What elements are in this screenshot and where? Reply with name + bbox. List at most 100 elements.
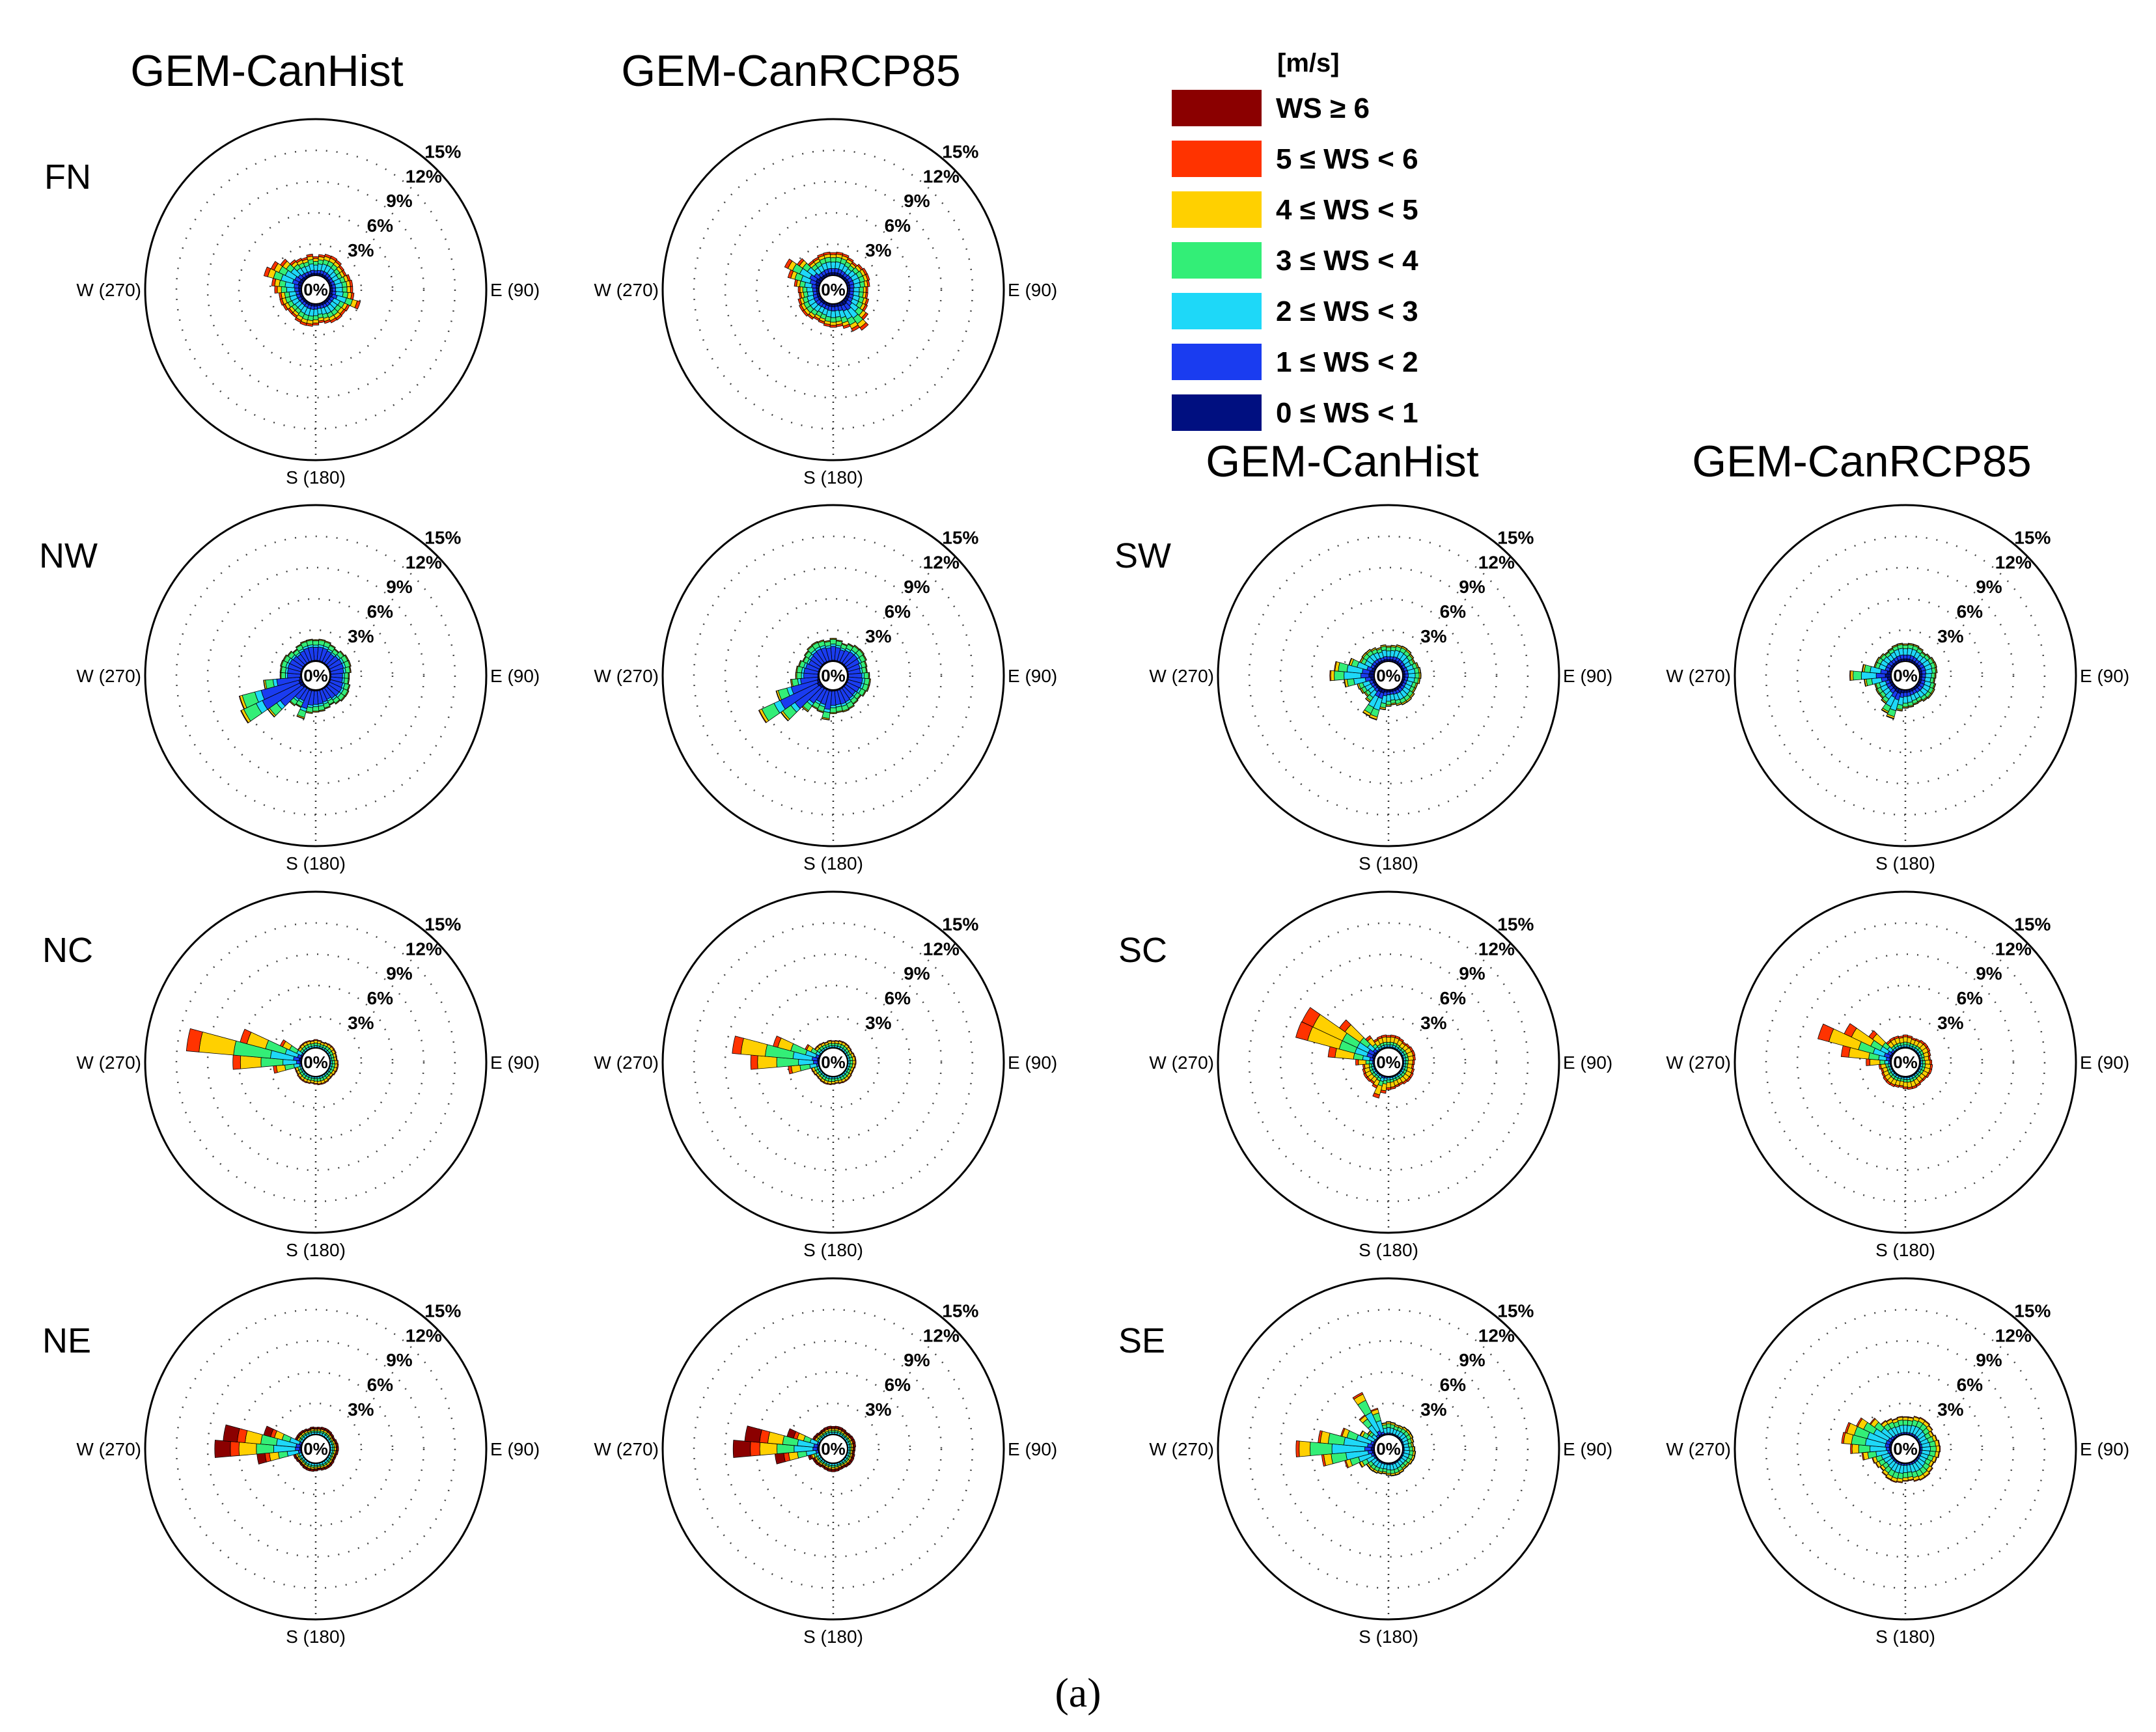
windrose-bar-segment bbox=[1407, 1060, 1413, 1065]
windrose-center bbox=[301, 275, 331, 305]
windrose-bar-segment bbox=[338, 264, 344, 271]
windrose-bar-segment bbox=[784, 258, 793, 269]
windrose-grid-ring bbox=[755, 598, 911, 754]
windrose-grid-ring bbox=[1310, 598, 1467, 754]
windrose-bar-segment bbox=[859, 286, 864, 293]
legend-swatch-ws-0-1 bbox=[1172, 394, 1262, 431]
windrose-west-label: W (270) bbox=[76, 666, 141, 686]
windrose-bar-segment bbox=[863, 653, 868, 661]
windrose-bar-segment bbox=[1387, 656, 1390, 660]
windrose-bar-segment bbox=[823, 640, 831, 642]
windrose-bar-segment bbox=[823, 1082, 828, 1085]
windrose-bar-segment bbox=[1913, 644, 1920, 647]
windrose-bar-segment bbox=[1385, 647, 1392, 652]
windrose-bar-segment bbox=[1902, 1472, 1909, 1478]
windrose-center bbox=[1890, 661, 1920, 691]
windrose-south-label: S (180) bbox=[286, 1240, 346, 1260]
windrose-south-label: S (180) bbox=[803, 1240, 863, 1260]
windrose-bar-segment bbox=[773, 1036, 782, 1048]
windrose-ring-label: 9% bbox=[1459, 577, 1486, 597]
windrose-bar-segment bbox=[1406, 1076, 1412, 1082]
windrose-bar-segment bbox=[1385, 1035, 1392, 1038]
windrose-bar-segment bbox=[312, 258, 319, 262]
windrose-bar-segment bbox=[313, 1469, 318, 1472]
windrose-bar-segment bbox=[312, 319, 319, 323]
windrose-bar-segment bbox=[1875, 656, 1880, 663]
windrose-bar-segment bbox=[1409, 653, 1415, 659]
windrose-east-label: E (90) bbox=[490, 666, 540, 686]
windrose-bar-segment bbox=[1372, 1092, 1380, 1099]
windrose-bar-segment bbox=[827, 1039, 832, 1042]
windrose-nc-gem-canhist: 0% 3% 6% 9% 12% 15% W (270) E (90) S (180) bbox=[76, 890, 540, 1260]
windrose-south-label: S (180) bbox=[803, 1627, 863, 1647]
windrose-bar-segment bbox=[1387, 1077, 1390, 1080]
windrose-bar-segment bbox=[817, 639, 824, 643]
windrose-bar-segment bbox=[312, 704, 319, 708]
windrose-ring-label: 12% bbox=[1995, 552, 2032, 572]
column-headers: GEM-CanHist GEM-CanRCP85 GEM-CanHist GEM… bbox=[130, 46, 2031, 486]
windrose-ring-label: 9% bbox=[904, 577, 930, 597]
windrose-bar-segment bbox=[335, 259, 342, 266]
windrose-bar-segment bbox=[795, 672, 797, 680]
windrose-bar-segment bbox=[830, 644, 836, 647]
windrose-bar-segment bbox=[330, 1447, 333, 1451]
windrose-grid-ring bbox=[724, 953, 943, 1172]
windrose-bar-segment bbox=[850, 1060, 853, 1065]
windrose-bar-segment bbox=[829, 713, 837, 715]
windrose-bar-segment bbox=[312, 315, 319, 320]
windrose-bar-segment bbox=[280, 258, 288, 267]
windrose-grid-ring bbox=[1827, 598, 1983, 754]
windrose-bar-segment bbox=[1928, 693, 1933, 699]
windrose-ring-label: 15% bbox=[424, 142, 461, 162]
windrose-bar-segment bbox=[333, 1071, 337, 1076]
windrose-ring-label: 12% bbox=[1478, 552, 1515, 572]
windrose-bar-segment bbox=[230, 1441, 240, 1457]
windrose-bar-segment bbox=[312, 322, 320, 325]
windrose-bar-segment bbox=[1903, 1041, 1908, 1045]
windrose-bar-segment bbox=[263, 680, 266, 690]
windrose-bar-segment bbox=[1310, 1442, 1333, 1456]
windrose-bar-segment bbox=[314, 1463, 318, 1466]
windrose-bar-segment bbox=[1402, 1079, 1408, 1085]
windrose-bar-segment bbox=[330, 255, 338, 262]
windrose-bar-segment bbox=[1902, 1086, 1909, 1090]
windrose-south-label: S (180) bbox=[1359, 853, 1418, 873]
windrose-ne-gem-canrcp85: 0% 3% 6% 9% 12% 15% W (270) E (90) S (180) bbox=[594, 1277, 1057, 1647]
column-header-canhist: GEM-CanHist bbox=[130, 46, 403, 96]
windrose-bar-segment bbox=[350, 286, 353, 294]
windrose-bar-segment bbox=[333, 1049, 337, 1054]
windrose-west-label: W (270) bbox=[76, 1439, 141, 1459]
row-labels: FN NW NC NE SW SC SE bbox=[39, 158, 1171, 1360]
windrose-bar-segment bbox=[1929, 1446, 1937, 1452]
windrose-ring-label: 6% bbox=[1440, 601, 1467, 622]
windrose-bar-segment bbox=[1365, 648, 1371, 653]
row-label-nc: NC bbox=[42, 931, 93, 970]
windrose-bar-segment bbox=[817, 1077, 822, 1081]
row-label-ne: NE bbox=[42, 1321, 91, 1360]
windrose-ring-label: 12% bbox=[923, 1325, 960, 1345]
legend-swatch-ws-2-3 bbox=[1172, 293, 1262, 329]
windrose-bar-segment bbox=[1355, 1059, 1359, 1065]
legend-label-ws-2-3: 2 ≤ WS < 3 bbox=[1276, 296, 1418, 327]
windrose-grid-ring bbox=[1859, 629, 1952, 722]
windrose-bar-segment bbox=[348, 659, 352, 667]
windrose-bar-segment bbox=[1924, 1060, 1931, 1065]
windrose-bar-segment bbox=[1386, 1079, 1391, 1083]
windrose-ring-label: 15% bbox=[2014, 914, 2051, 935]
windrose-bar-segment bbox=[1386, 1082, 1391, 1088]
legend-label-ws-1-2: 1 ≤ WS < 2 bbox=[1276, 346, 1418, 378]
windrose-bar-segment bbox=[1370, 647, 1376, 651]
windrose-ring-label: 6% bbox=[1440, 988, 1467, 1008]
windrose-bar-segment bbox=[1861, 664, 1864, 672]
windrose-bar-segment bbox=[861, 672, 864, 679]
windrose-bar-segment bbox=[853, 1442, 857, 1448]
windrose-bar-segment bbox=[1411, 1050, 1416, 1056]
windrose-ring-label: 6% bbox=[367, 988, 394, 1008]
windrose-bar-segment bbox=[831, 1080, 836, 1084]
windrose-center-label: 0% bbox=[303, 1439, 328, 1459]
windrose-bar-segment bbox=[1348, 657, 1353, 666]
windrose-bars bbox=[1849, 642, 1938, 720]
windrose-ring-label: 15% bbox=[942, 142, 978, 162]
windrose-fn-gem-canrcp85: 0% 3% 6% 9% 12% 15% W (270) E (90) S (180) bbox=[594, 118, 1057, 488]
row-label-se: SE bbox=[1118, 1321, 1165, 1360]
